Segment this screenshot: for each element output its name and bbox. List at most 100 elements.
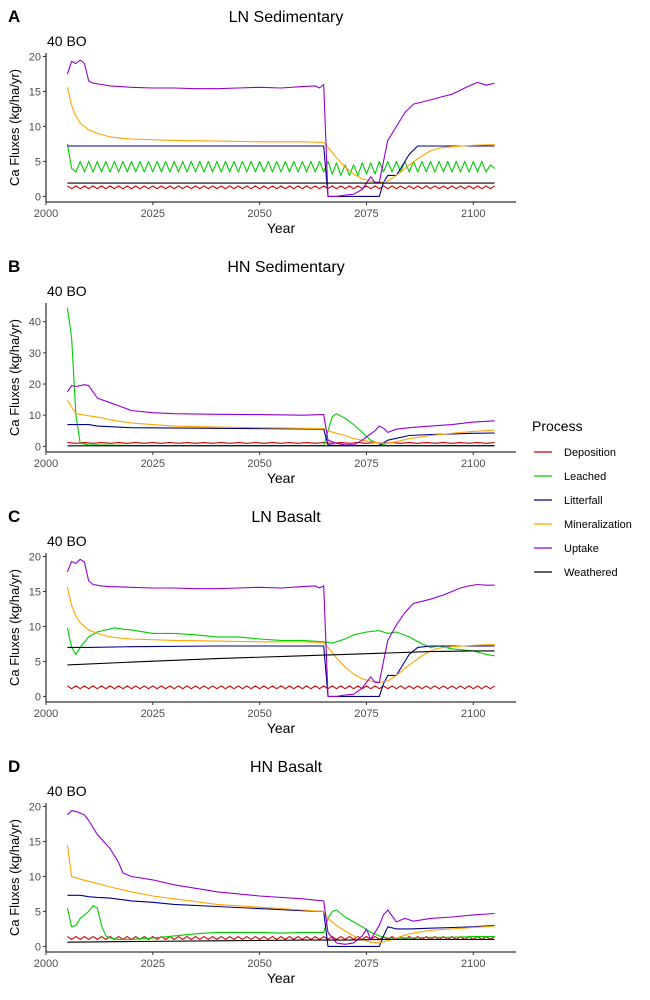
x-tick-label: 2025 — [141, 958, 165, 970]
legend-item-uptake: Uptake — [534, 543, 599, 555]
x-axis-label: Year — [267, 220, 296, 236]
legend-label: Deposition — [564, 447, 616, 459]
y-tick-label: 5 — [35, 656, 41, 668]
y-tick-label: 10 — [29, 621, 41, 633]
x-tick-label: 2050 — [247, 458, 271, 470]
legend-item-mineralization: Mineralization — [534, 519, 632, 531]
chart-subtitle: 40 BO — [47, 283, 87, 299]
chart-subtitle: 40 BO — [47, 533, 87, 549]
series-line-deposition — [67, 685, 495, 690]
series-line-uptake — [66, 558, 495, 697]
series-line-leached — [66, 143, 495, 176]
series-line-leached — [66, 905, 495, 940]
chart-panel-d: D HN Basalt 40 BO 0 5 10 15 20 2000 2025 2050 2075 2… — [7, 757, 516, 986]
legend-label: Leached — [564, 471, 606, 483]
x-axis-label: Year — [267, 970, 296, 986]
y-tick-label: 15 — [29, 836, 41, 848]
chart-panel-a: A LN Sedimentary 40 BO 0 5 10 15 20 2000 2025 2050… — [7, 7, 516, 236]
legend-title: Process — [532, 418, 583, 434]
chart-title: HN Basalt — [250, 759, 323, 776]
series-line-mineralization — [66, 844, 495, 944]
x-tick-label: 2100 — [461, 458, 485, 470]
chart-subtitle: 40 BO — [47, 33, 87, 49]
legend-item-litterfall: Litterfall — [534, 495, 603, 507]
chart-subtitle: 40 BO — [47, 783, 87, 799]
series-line-deposition — [67, 185, 495, 190]
y-tick-label: 0 — [35, 191, 41, 203]
x-tick-label: 2075 — [354, 208, 378, 220]
y-tick-label: 15 — [29, 86, 41, 98]
legend-label: Uptake — [564, 543, 599, 555]
legend-item-weathered: Weathered — [534, 567, 618, 579]
y-tick-label: 0 — [35, 941, 41, 953]
series-line-weathered — [67, 938, 495, 943]
y-tick-label: 0 — [35, 441, 41, 453]
panel-letter: A — [8, 7, 20, 26]
legend: Process Deposition Leached Litterfall Minera… — [532, 418, 632, 579]
y-tick-label: 15 — [29, 586, 41, 598]
series-line-uptake — [66, 59, 495, 197]
y-tick-label: 10 — [29, 410, 41, 422]
chart-title: LN Basalt — [251, 509, 321, 526]
legend-item-deposition: Deposition — [534, 447, 616, 459]
y-axis-label: Ca Fluxes (kg/ha/yr) — [7, 69, 22, 186]
x-tick-label: 2025 — [141, 458, 165, 470]
y-axis-label: Ca Fluxes (kg/ha/yr) — [7, 569, 22, 686]
y-axis-label: Ca Fluxes (kg/ha/yr) — [7, 819, 22, 936]
y-tick-label: 10 — [29, 121, 41, 133]
x-tick-label: 2075 — [354, 958, 378, 970]
chart-title: LN Sedimentary — [229, 9, 344, 26]
x-tick-label: 2100 — [461, 708, 485, 720]
legend-label: Mineralization — [564, 519, 632, 531]
x-tick-label: 2025 — [141, 708, 165, 720]
x-tick-label: 2100 — [461, 208, 485, 220]
y-tick-label: 30 — [29, 348, 41, 360]
series-line-mineralization — [66, 587, 495, 683]
panel-letter: C — [8, 507, 20, 526]
y-tick-label: 0 — [35, 691, 41, 703]
series-line-weathered — [67, 650, 495, 666]
legend-item-leached: Leached — [534, 471, 606, 483]
x-tick-label: 2075 — [354, 458, 378, 470]
y-tick-label: 20 — [29, 379, 41, 391]
series-line-mineralization — [66, 400, 495, 444]
x-tick-label: 2100 — [461, 958, 485, 970]
x-tick-label: 2050 — [247, 208, 271, 220]
y-tick-label: 20 — [29, 801, 41, 813]
chart-title: HN Sedimentary — [227, 259, 344, 276]
series-line-leached — [66, 307, 495, 447]
x-axis-label: Year — [267, 720, 296, 736]
y-tick-label: 20 — [29, 51, 41, 63]
series-line-litterfall — [67, 894, 495, 947]
x-tick-label: 2050 — [247, 708, 271, 720]
x-tick-label: 2000 — [34, 958, 58, 970]
x-tick-label: 2000 — [34, 208, 58, 220]
legend-label: Weathered — [564, 567, 618, 579]
x-tick-label: 2025 — [141, 208, 165, 220]
series-line-mineralization — [66, 87, 495, 183]
series-line-uptake — [67, 810, 495, 945]
series-line-litterfall — [67, 145, 495, 197]
y-tick-label: 40 — [29, 317, 41, 329]
y-tick-label: 5 — [35, 156, 41, 168]
series-line-leached — [66, 627, 495, 657]
chart-panel-b: B HN Sedimentary 40 BO 0 10 20 30 40 2000 2025 205… — [7, 257, 516, 486]
x-tick-label: 2000 — [34, 708, 58, 720]
y-axis-label: Ca Fluxes (kg/ha/yr) — [7, 319, 22, 436]
x-tick-label: 2075 — [354, 708, 378, 720]
series-line-uptake — [66, 384, 495, 446]
legend-label: Litterfall — [564, 495, 603, 507]
x-tick-label: 2050 — [247, 958, 271, 970]
y-tick-label: 5 — [35, 906, 41, 918]
series-line-deposition — [67, 442, 495, 444]
x-axis-label: Year — [267, 470, 296, 486]
series-line-litterfall — [67, 645, 495, 697]
y-tick-label: 20 — [29, 551, 41, 563]
x-tick-label: 2000 — [34, 458, 58, 470]
panel-letter: D — [8, 757, 20, 776]
chart-panel-c: C LN Basalt 40 BO 0 5 10 15 20 2000 2025 2050 2075 2… — [7, 507, 516, 736]
y-tick-label: 10 — [29, 871, 41, 883]
panel-letter: B — [8, 257, 20, 276]
